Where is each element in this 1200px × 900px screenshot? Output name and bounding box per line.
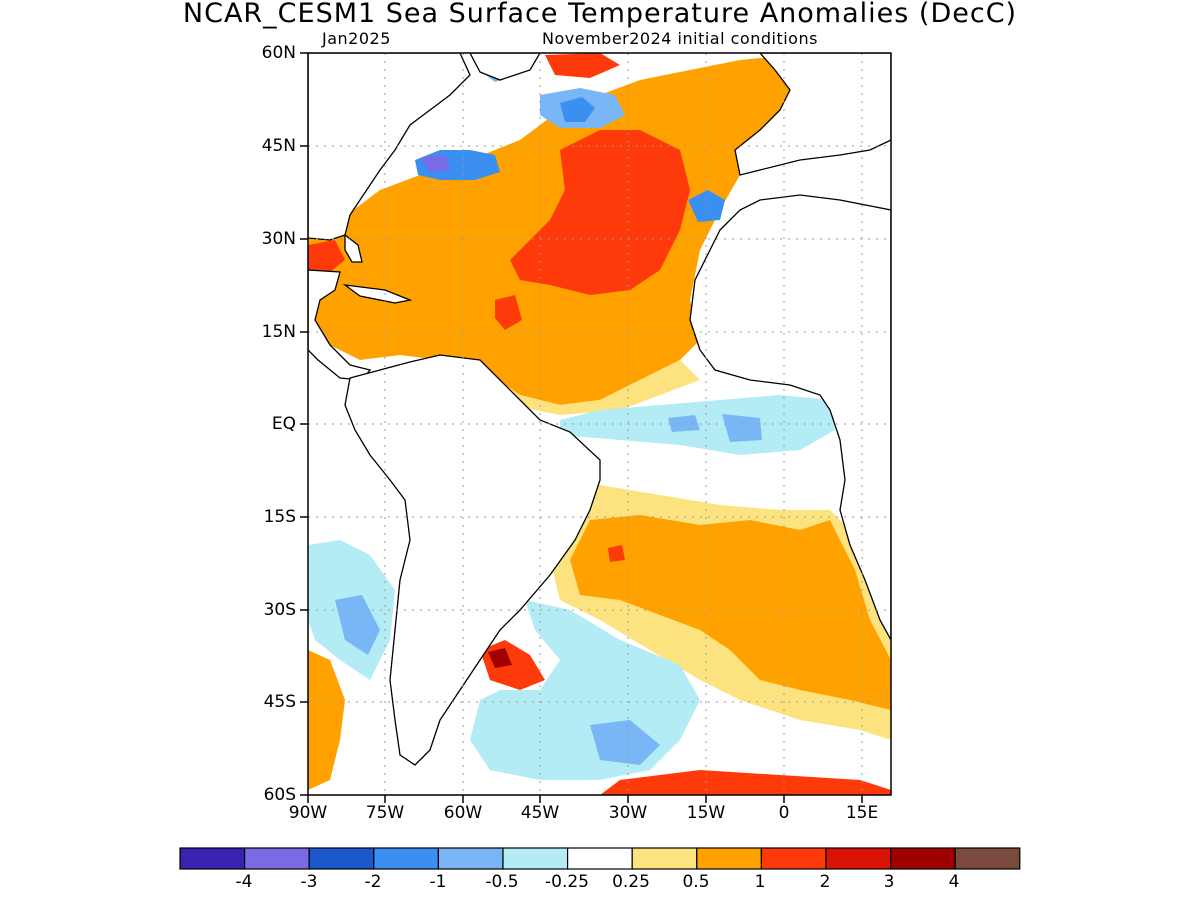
lon-label-0: 0	[778, 803, 790, 823]
colorbar-swatch	[631, 847, 698, 870]
lat-label-eq: EQ	[271, 414, 296, 434]
colorbar-label: 0.5	[682, 872, 710, 892]
greenland-land	[469, 53, 541, 81]
colorbar-swatch	[179, 847, 246, 870]
labrador-cold-core	[560, 97, 595, 122]
newfoundland-cold-core	[420, 155, 450, 172]
lat-label-15n: 15N	[261, 322, 296, 342]
lon-label-45w: 45W	[520, 803, 560, 823]
central-america-land	[308, 269, 372, 381]
north-atlantic-anomaly-025	[470, 360, 700, 415]
colorbar-label: 0.25	[612, 872, 650, 892]
africa-land	[689, 194, 891, 641]
lon-label-30w: 30W	[608, 803, 648, 823]
southern-ocean-anomaly-1	[600, 770, 891, 795]
colorbar-label: -3	[300, 872, 318, 892]
colorbar-swatch	[437, 847, 504, 870]
lon-label-60w: 60W	[443, 803, 483, 823]
colorbar-swatch	[502, 847, 569, 870]
colorbar-label: -2	[364, 872, 382, 892]
south-atlantic-anomaly-1	[608, 545, 625, 562]
lat-label-30s: 30S	[263, 600, 296, 620]
colorbar-swatch	[825, 847, 892, 870]
colorbar	[179, 847, 1021, 870]
lat-label-45s: 45S	[263, 692, 296, 712]
forecast-month-label: Jan2025	[322, 29, 391, 48]
colorbar-swatch	[696, 847, 762, 870]
colorbar-label: 1	[754, 872, 766, 892]
gulf-mexico-anomaly-1	[308, 240, 345, 272]
colorbar-swatch	[244, 847, 310, 870]
central-atlantic-anomaly-1	[510, 130, 690, 295]
lat-label-30n: 30N	[261, 229, 296, 249]
southwest-atlantic-cold-core	[335, 595, 380, 655]
colorbar-label: -0.5	[485, 872, 519, 892]
colorbar-label: -1	[429, 872, 447, 892]
brazil-current-anomaly-3	[488, 648, 512, 668]
initial-conditions-label: November2024 initial conditions	[542, 29, 818, 48]
colorbar-label: 2	[819, 872, 831, 892]
lon-label-75w: 75W	[365, 803, 405, 823]
southern-ocean-anomaly-05	[308, 650, 345, 790]
colorbar-swatch	[954, 847, 1021, 870]
colorbar-label: -0.25	[545, 872, 589, 892]
colorbar-swatch	[760, 847, 827, 870]
gridlines	[308, 53, 891, 795]
argentine-cold-core	[590, 720, 660, 765]
colorbar-swatch	[308, 847, 375, 870]
colorbar-label: 3	[883, 872, 895, 892]
lat-label-60s: 60S	[263, 785, 296, 805]
south-america-land	[344, 354, 601, 766]
lat-label-15s: 15S	[263, 507, 296, 527]
florida-land	[344, 233, 363, 263]
equatorial-cold-core-2	[722, 414, 762, 442]
colorbar-swatch	[889, 847, 956, 870]
lat-label-60n: 60N	[261, 43, 296, 63]
colorbar-label: 4	[948, 872, 960, 892]
europe-land	[734, 53, 891, 176]
lon-label-90w: 90W	[288, 803, 328, 823]
caribbean-anomaly-1	[495, 295, 522, 330]
map-title: NCAR_CESM1 Sea Surface Temperature Anoma…	[182, 0, 1018, 29]
colorbar-swatch	[373, 847, 439, 870]
lon-label-15e: 15E	[845, 803, 879, 823]
south-atlantic-anomaly-05	[570, 515, 891, 710]
lon-label-15w: 15W	[686, 803, 726, 823]
cuba-land	[342, 284, 413, 304]
axis-ticks	[300, 52, 863, 803]
colorbar-swatch	[566, 847, 633, 870]
coastlines	[308, 53, 891, 766]
colorbar-label: -4	[235, 872, 253, 892]
lat-label-45n: 45N	[261, 136, 296, 156]
high-latitude-anomaly-1	[545, 53, 620, 78]
